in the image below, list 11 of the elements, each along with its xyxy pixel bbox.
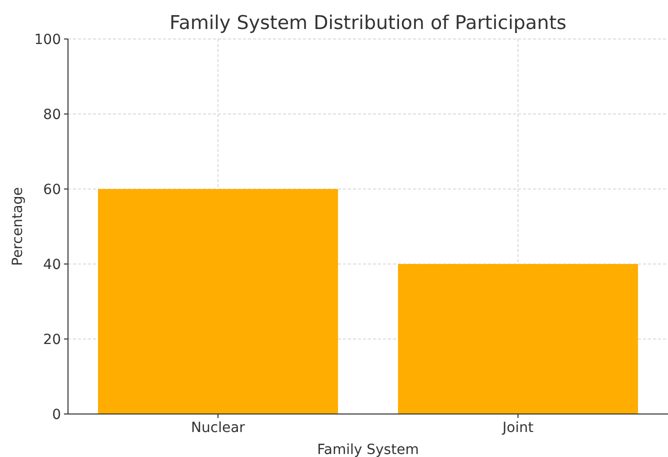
y-tick-label: 80	[43, 106, 61, 123]
y-tick-label: 40	[43, 256, 61, 273]
y-tick-label: 0	[52, 406, 61, 423]
x-axis-title: Family System	[317, 442, 419, 457]
chart-title: Family System Distribution of Participants	[170, 12, 566, 34]
y-tick-label: 20	[43, 332, 61, 348]
y-tick-label: 100	[34, 32, 61, 48]
x-tick-label: Joint	[502, 420, 534, 436]
y-axis-title: Percentage	[10, 187, 26, 266]
x-tick-label: Nuclear	[191, 420, 246, 436]
y-tick-label: 60	[43, 182, 61, 198]
